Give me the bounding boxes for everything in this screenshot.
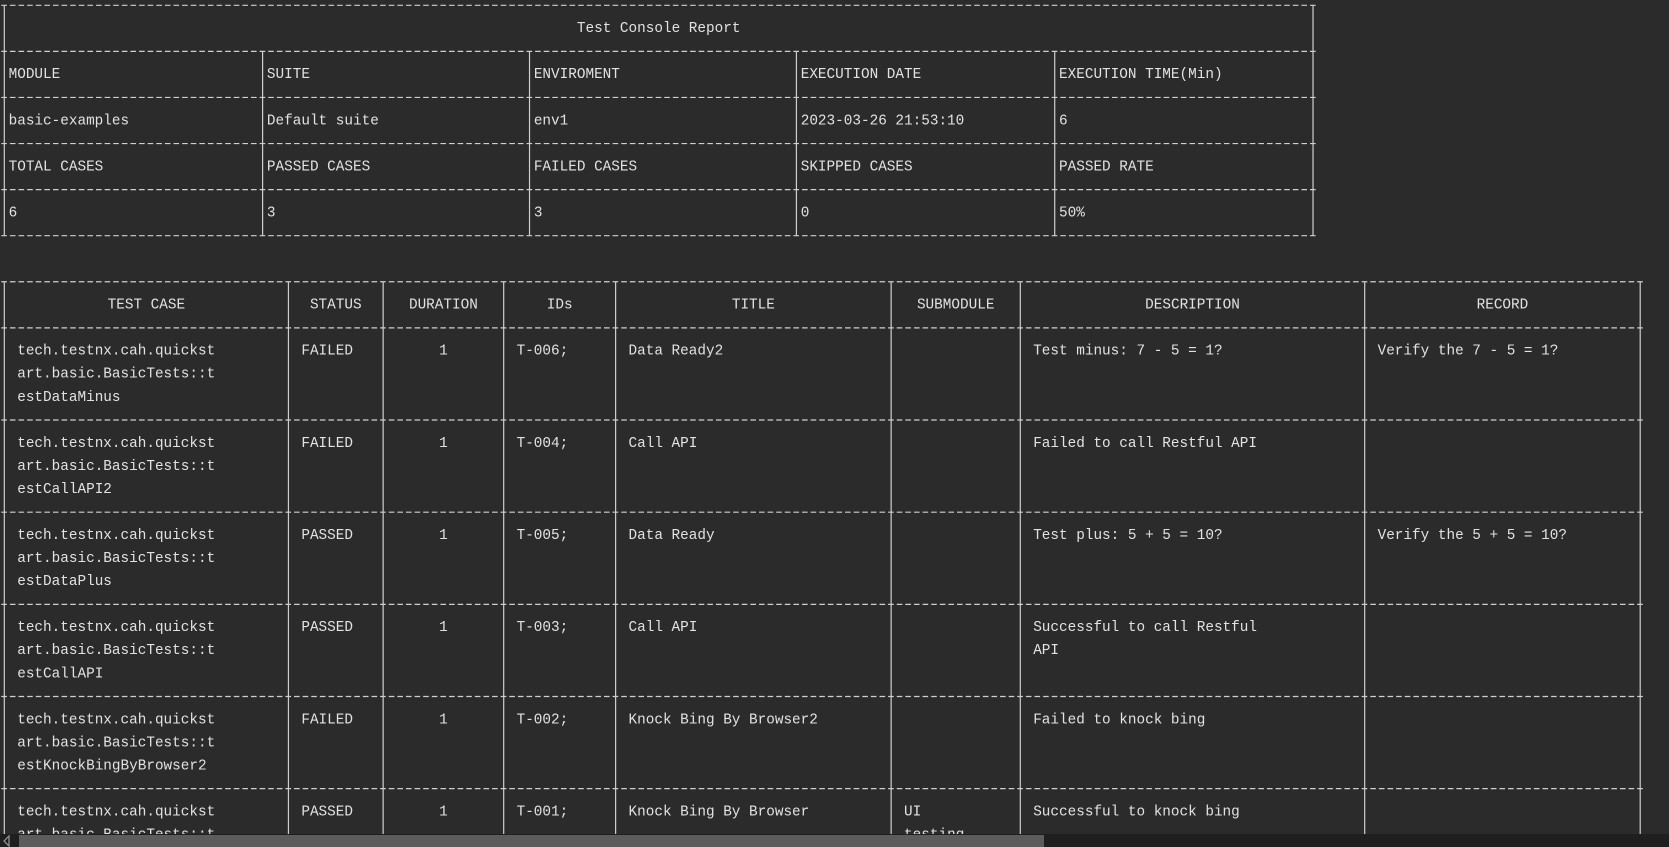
summary-value: 0 <box>801 205 810 221</box>
console-output: Test Console Report MODULE SUITE ENVIROMENT… <box>1 4 1644 844</box>
cell-text: estCallAPI2 <box>17 482 112 498</box>
cell-text: 1 <box>439 436 448 452</box>
summary-label: EXECUTION DATE <box>801 67 922 83</box>
cell-text: Failed to knock bing <box>1033 712 1205 728</box>
cell-text: art.basic.BasicTests::t <box>17 551 215 567</box>
cell-text: T-005; <box>517 528 569 544</box>
cell-text: estDataMinus <box>17 390 120 406</box>
column-header: RECORD <box>1477 298 1529 314</box>
summary-value: Default suite <box>267 113 379 129</box>
column-header: STATUS <box>310 298 362 314</box>
cell-text: Test plus: 5 + 5 = 10? <box>1033 528 1222 544</box>
cell-text: PASSED <box>301 528 353 544</box>
summary-value: 50% <box>1059 205 1085 221</box>
cell-text: FAILED <box>301 712 353 728</box>
cell-text: tech.testnx.cah.quickst <box>17 804 215 820</box>
cell-text: 1 <box>439 528 448 544</box>
cell-text: 1 <box>439 712 448 728</box>
cell-text: tech.testnx.cah.quickst <box>17 712 215 728</box>
summary-value: 6 <box>1059 113 1068 129</box>
cell-text: tech.testnx.cah.quickst <box>17 344 215 360</box>
cell-text: T-001; <box>517 804 569 820</box>
cell-text: art.basic.BasicTests::t <box>17 459 215 475</box>
cell-text: Successful to call Restful <box>1033 620 1257 636</box>
cell-text: T-002; <box>517 712 569 728</box>
cell-text: Verify the 7 - 5 = 1? <box>1378 344 1559 360</box>
cell-text: 1 <box>439 620 448 636</box>
cell-text: Data Ready2 <box>629 344 724 360</box>
summary-value: basic-examples <box>9 113 130 129</box>
cell-text: Call API <box>629 620 698 636</box>
cell-text: 1 <box>439 344 448 360</box>
cell-text: art.basic.BasicTests::t <box>17 367 215 383</box>
cell-text: tech.testnx.cah.quickst <box>17 436 215 452</box>
summary-label: EXECUTION TIME(Min) <box>1059 67 1223 83</box>
cell-text: Knock Bing By Browser2 <box>629 712 818 728</box>
scrollbar-thumb[interactable] <box>19 835 1044 847</box>
cell-text: FAILED <box>301 436 353 452</box>
cell-text: T-006; <box>517 344 569 360</box>
summary-label: MODULE <box>9 67 61 83</box>
column-header: IDs <box>547 298 573 314</box>
column-header: TITLE <box>732 298 775 314</box>
cell-text: T-004; <box>517 436 569 452</box>
cell-text: Knock Bing By Browser <box>629 804 810 820</box>
scroll-left-arrow[interactable] <box>3 834 10 847</box>
summary-label: PASSED CASES <box>267 159 370 175</box>
column-header: SUBMODULE <box>917 298 994 314</box>
cell-text: API <box>1033 643 1059 659</box>
cell-text: Test minus: 7 - 5 = 1? <box>1033 344 1222 360</box>
cell-text: Call API <box>629 436 698 452</box>
cell-text: art.basic.BasicTests::t <box>17 643 215 659</box>
summary-label: TOTAL CASES <box>9 159 104 175</box>
cell-text: PASSED <box>301 620 353 636</box>
summary-label: FAILED CASES <box>534 159 637 175</box>
cell-text: Failed to call Restful API <box>1033 436 1257 452</box>
cell-text: testing <box>904 828 964 844</box>
cell-text: UI <box>904 804 921 820</box>
summary-value: 3 <box>267 205 276 221</box>
column-header: DURATION <box>409 298 478 314</box>
cell-text: estKnockBingByBrowser2 <box>17 758 206 774</box>
cell-text: art.basic.BasicTests::t <box>17 735 215 751</box>
summary-label: SUITE <box>267 67 310 83</box>
cell-text: 1 <box>439 804 448 820</box>
cell-text: T-003; <box>517 620 569 636</box>
report-title: Test Console Report <box>577 21 741 37</box>
column-header: DESCRIPTION <box>1145 298 1240 314</box>
cell-text: tech.testnx.cah.quickst <box>17 528 215 544</box>
cell-text: PASSED <box>301 804 353 820</box>
summary-label: PASSED RATE <box>1059 159 1154 175</box>
cell-text: estCallAPI <box>17 666 103 682</box>
cell-text: Successful to knock bing <box>1033 804 1240 820</box>
cell-text: estDataPlus <box>17 574 112 590</box>
cell-text: art.basic.BasicTests::t <box>17 828 215 844</box>
cell-text: FAILED <box>301 344 353 360</box>
summary-label: SKIPPED CASES <box>801 159 913 175</box>
summary-value: env1 <box>534 113 568 129</box>
summary-value: 2023-03-26 21:53:10 <box>801 113 965 129</box>
cell-text: Verify the 5 + 5 = 10? <box>1378 528 1567 544</box>
summary-value: 3 <box>534 205 543 221</box>
summary-label: ENVIROMENT <box>534 67 620 83</box>
summary-value: 6 <box>9 205 18 221</box>
column-header: TEST CASE <box>108 298 185 314</box>
cell-text: tech.testnx.cah.quickst <box>17 620 215 636</box>
cell-text: Data Ready <box>629 528 715 544</box>
